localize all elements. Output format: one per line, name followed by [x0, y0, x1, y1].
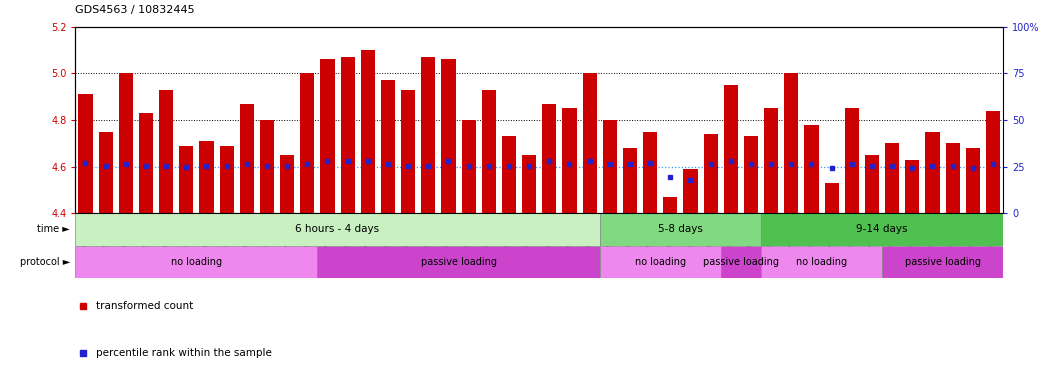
Bar: [139, 113, 153, 213]
Bar: [98, 132, 113, 213]
Bar: [684, 169, 697, 213]
Bar: [600, 246, 720, 278]
Bar: [926, 132, 939, 213]
Bar: [442, 60, 455, 213]
Text: passive loading: passive loading: [703, 257, 779, 267]
Bar: [220, 146, 233, 213]
Bar: [401, 90, 416, 213]
Text: 9-14 days: 9-14 days: [856, 224, 908, 235]
Bar: [522, 155, 536, 213]
Text: no loading: no loading: [796, 257, 847, 267]
Bar: [340, 57, 355, 213]
Bar: [280, 155, 294, 213]
Bar: [723, 85, 738, 213]
Text: passive loading: passive loading: [905, 257, 981, 267]
Bar: [118, 73, 133, 213]
Bar: [623, 148, 637, 213]
Bar: [825, 183, 839, 213]
Bar: [743, 136, 758, 213]
Bar: [945, 143, 960, 213]
Bar: [502, 136, 516, 213]
Bar: [240, 104, 253, 213]
Bar: [482, 90, 496, 213]
Bar: [906, 160, 919, 213]
Bar: [663, 197, 677, 213]
Bar: [704, 134, 717, 213]
Bar: [784, 73, 799, 213]
Bar: [600, 213, 761, 246]
Text: 5-8 days: 5-8 days: [658, 224, 703, 235]
Bar: [761, 213, 1003, 246]
Text: passive loading: passive loading: [421, 257, 496, 267]
Bar: [582, 73, 597, 213]
Bar: [462, 120, 475, 213]
Bar: [421, 57, 436, 213]
Bar: [179, 146, 194, 213]
Bar: [720, 246, 761, 278]
Bar: [882, 246, 1003, 278]
Bar: [317, 246, 600, 278]
Bar: [603, 120, 617, 213]
Bar: [885, 143, 899, 213]
Text: 6 hours - 4 days: 6 hours - 4 days: [295, 224, 380, 235]
Bar: [320, 60, 335, 213]
Bar: [159, 90, 173, 213]
Bar: [75, 246, 317, 278]
Bar: [542, 104, 556, 213]
Bar: [986, 111, 1000, 213]
Bar: [804, 125, 819, 213]
Bar: [643, 132, 658, 213]
Bar: [865, 155, 879, 213]
Bar: [75, 213, 600, 246]
Text: no loading: no loading: [634, 257, 686, 267]
Text: time ►: time ►: [38, 224, 70, 235]
Bar: [764, 108, 778, 213]
Bar: [965, 148, 980, 213]
Bar: [260, 120, 274, 213]
Text: transformed count: transformed count: [95, 301, 193, 311]
Bar: [761, 246, 882, 278]
Bar: [845, 108, 859, 213]
Bar: [361, 50, 375, 213]
Bar: [79, 94, 92, 213]
Text: protocol ►: protocol ►: [20, 257, 70, 267]
Bar: [562, 108, 577, 213]
Bar: [199, 141, 214, 213]
Bar: [300, 73, 314, 213]
Bar: [381, 80, 395, 213]
Text: no loading: no loading: [171, 257, 222, 267]
Text: GDS4563 / 10832445: GDS4563 / 10832445: [75, 5, 195, 15]
Text: percentile rank within the sample: percentile rank within the sample: [95, 348, 271, 358]
